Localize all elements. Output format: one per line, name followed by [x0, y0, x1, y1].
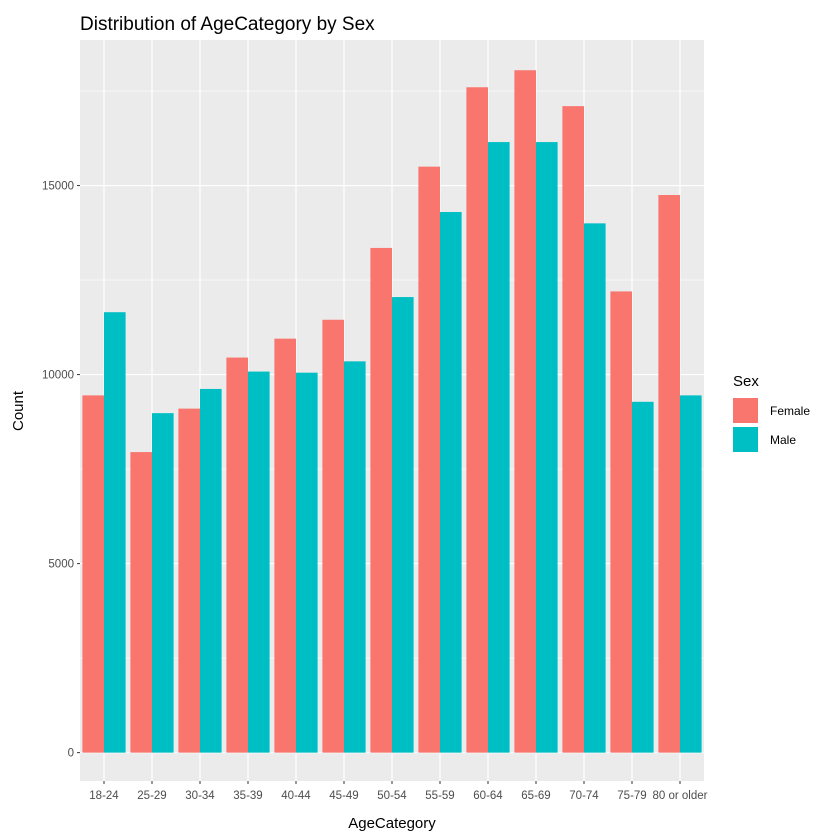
bar-female-35-39	[226, 357, 248, 753]
bar-male-18-24	[104, 312, 126, 753]
bar-male-40-44	[296, 372, 318, 753]
legend-label-female: Female	[770, 404, 810, 418]
bar-female-65-69	[514, 70, 536, 753]
bar-male-55-59	[440, 212, 462, 753]
bar-female-18-24	[82, 395, 104, 753]
bar-male-45-49	[344, 361, 366, 753]
legend-swatch-male	[733, 427, 758, 452]
chart-title: Distribution of AgeCategory by Sex	[80, 14, 375, 35]
bar-male-35-39	[248, 371, 270, 753]
bar-female-45-49	[322, 319, 344, 753]
x-tick-label: 50-54	[377, 790, 407, 802]
bar-male-65-69	[536, 142, 558, 753]
x-axis: 18-24 25-29 30-34 35-39 40-44 45-49 50-54 55-59…	[89, 781, 708, 802]
x-tick-label: 25-29	[137, 790, 166, 802]
bar-female-60-64	[466, 87, 488, 753]
bar-male-50-54	[392, 297, 414, 753]
x-tick-label: 35-39	[233, 790, 262, 802]
bars	[82, 70, 702, 753]
bar-male-75-79	[632, 401, 654, 753]
y-tick-label: 5000	[48, 559, 74, 571]
legend-label-male: Male	[770, 433, 796, 447]
x-tick-label: 45-49	[329, 790, 358, 802]
legend-swatch-female	[733, 398, 758, 423]
bar-female-40-44	[274, 338, 296, 753]
legend-items: Female Male	[733, 398, 810, 452]
legend: Sex Female Male	[733, 373, 810, 452]
bar-female-55-59	[418, 166, 440, 753]
legend-title: Sex	[733, 373, 759, 390]
bar-female-70-74	[562, 106, 584, 753]
x-tick-label: 75-79	[617, 790, 646, 802]
bar-male-25-29	[152, 413, 174, 753]
y-tick-label: 0	[68, 748, 74, 760]
x-tick-label: 55-59	[425, 790, 454, 802]
x-tick-label: 40-44	[281, 790, 311, 802]
bar-female-80-or-older	[658, 195, 680, 753]
y-tick-label: 10000	[42, 370, 74, 382]
y-tick-label: 15000	[42, 181, 74, 193]
bar-female-25-29	[130, 452, 152, 753]
x-tick-label: 60-64	[473, 790, 503, 802]
bar-male-80-or-older	[680, 395, 702, 753]
x-tick-label: 18-24	[89, 790, 119, 802]
x-tick-label: 65-69	[521, 790, 550, 802]
bar-female-50-54	[370, 247, 392, 753]
x-tick-label: 80 or older	[653, 790, 708, 802]
bar-male-60-64	[488, 142, 510, 753]
bar-female-30-34	[178, 408, 200, 753]
y-axis-title: Count	[10, 390, 27, 431]
x-axis-title: AgeCategory	[348, 815, 436, 832]
y-axis: 0 5000 10000 15000	[42, 181, 80, 760]
bar-male-70-74	[584, 223, 606, 753]
bar-female-75-79	[610, 291, 632, 753]
bar-male-30-34	[200, 388, 222, 753]
x-tick-label: 30-34	[185, 790, 215, 802]
x-tick-label: 70-74	[569, 790, 599, 802]
